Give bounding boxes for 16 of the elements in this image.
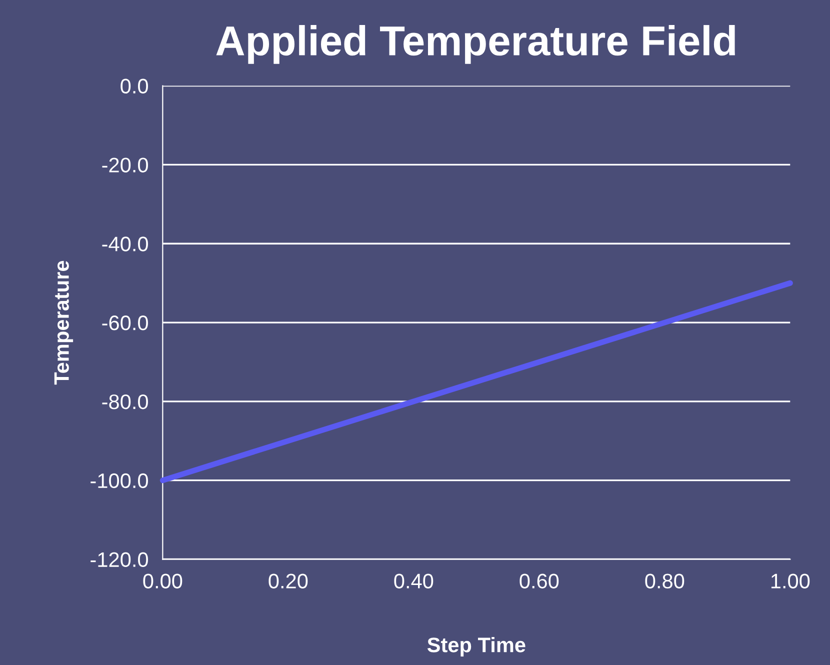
x-tick-label: 0.20 xyxy=(268,574,308,588)
y-tick-label: -80.0 xyxy=(102,394,148,410)
y-tick-label: -40.0 xyxy=(102,236,148,252)
x-axis-title: Step Time xyxy=(427,637,526,656)
y-tick-label: -120.0 xyxy=(90,552,148,568)
x-tick-label: 0.80 xyxy=(645,574,684,588)
chart-title: Applied Temperature Field xyxy=(216,25,735,64)
x-tick-label: 0.60 xyxy=(520,574,559,588)
y-axis-title: Temperature xyxy=(54,260,74,385)
y-tick-label: 0.0 xyxy=(120,78,148,94)
x-tick-label: 0.40 xyxy=(394,574,434,588)
x-tick-label: 0.00 xyxy=(143,574,182,588)
x-tick-label: 1.00 xyxy=(771,574,810,588)
y-tick-label: -100.0 xyxy=(90,473,148,488)
y-tick-label: -20.0 xyxy=(102,158,148,172)
y-tick-label: -60.0 xyxy=(102,316,148,330)
